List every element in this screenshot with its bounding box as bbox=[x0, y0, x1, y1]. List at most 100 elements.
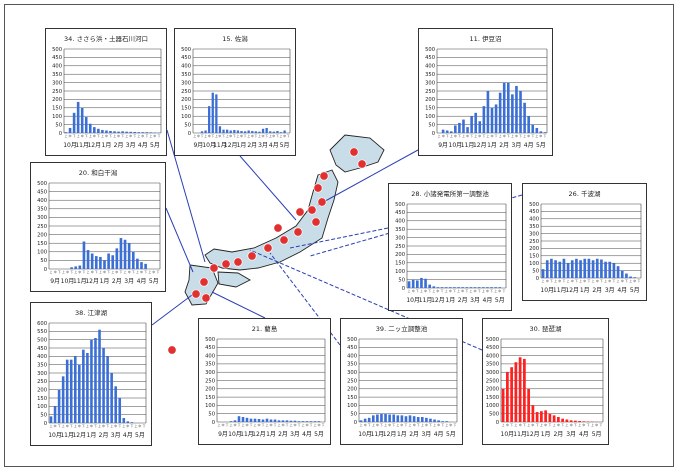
site-marker-18 bbox=[295, 207, 305, 217]
y-tick-label: 150 bbox=[529, 254, 539, 260]
bar bbox=[481, 287, 485, 288]
sub-tick-label: 中 bbox=[78, 270, 81, 274]
sub-tick-label: 上 bbox=[482, 289, 485, 293]
bar bbox=[625, 273, 628, 278]
sub-tick-label: 中 bbox=[154, 134, 157, 138]
sub-tick-label: 下 bbox=[531, 134, 534, 138]
sub-tick-label: 上 bbox=[87, 270, 90, 274]
y-tick-label: 0 bbox=[354, 420, 357, 426]
sub-tick-label: 中 bbox=[595, 423, 598, 427]
bar bbox=[94, 338, 97, 423]
sub-tick-label: 上 bbox=[134, 424, 137, 428]
sub-tick-label: 下 bbox=[587, 423, 590, 427]
chart-panel-30: 30. 琵琶湖 0 500 1000 1500 2000 2500 3000 3500 4000 4… bbox=[482, 318, 609, 445]
chart-panel-21: 21. 藺島 0 50 100 150 200 250 300 350 400 450 500 上中下上… bbox=[198, 318, 331, 445]
sub-tick-label: 上 bbox=[554, 279, 557, 283]
sub-tick-label: 上 bbox=[542, 279, 545, 283]
sub-tick-label: 下 bbox=[222, 134, 225, 138]
bar bbox=[114, 386, 117, 423]
sub-tick-label: 中 bbox=[78, 424, 81, 428]
y-tick-label: 500 bbox=[205, 337, 215, 343]
bar bbox=[424, 278, 427, 288]
bar bbox=[229, 421, 233, 422]
chart-panel-28: 28. 小諸発電所第一調整池 0 50 100 150 200 250 300 350 400 45… bbox=[388, 183, 512, 311]
sub-tick-label: 上 bbox=[540, 423, 543, 427]
sub-tick-label: 中 bbox=[240, 134, 243, 138]
bar bbox=[428, 284, 432, 288]
sub-tick-label: 上 bbox=[124, 270, 127, 274]
bar bbox=[457, 287, 460, 288]
bar bbox=[473, 287, 477, 288]
bar bbox=[243, 131, 247, 133]
sub-tick-label: 上 bbox=[99, 270, 102, 274]
y-tick-label: 400 bbox=[37, 354, 47, 360]
bar bbox=[558, 261, 562, 278]
bar bbox=[236, 130, 240, 133]
bar bbox=[561, 418, 564, 422]
sub-tick-label: 下 bbox=[70, 424, 73, 428]
x-tick-label: 5月 bbox=[592, 431, 602, 438]
bar bbox=[240, 130, 243, 133]
y-tick-label: 100 bbox=[37, 404, 47, 410]
y-tick-label: 150 bbox=[395, 261, 405, 267]
x-tick-label: 9月 bbox=[193, 142, 203, 149]
sub-tick-label: 下 bbox=[446, 134, 449, 138]
bar bbox=[78, 364, 81, 423]
leader-line-4 bbox=[165, 207, 194, 273]
x-tick-label: 4月 bbox=[579, 431, 589, 438]
bar bbox=[279, 132, 283, 133]
bar bbox=[84, 117, 88, 133]
bar bbox=[629, 276, 632, 278]
x-tick-label: 5月 bbox=[536, 142, 546, 149]
y-tick-label: 2500 bbox=[486, 378, 499, 384]
y-tick-label: 450 bbox=[395, 210, 405, 216]
sub-tick-label: 中 bbox=[503, 134, 506, 138]
bar bbox=[388, 414, 391, 422]
sub-tick-label: 下 bbox=[287, 134, 290, 138]
bar bbox=[474, 112, 478, 133]
sub-tick-label: 下 bbox=[201, 134, 204, 138]
sub-tick-label: 中 bbox=[102, 424, 105, 428]
bar bbox=[289, 420, 293, 422]
sub-tick-label: 下 bbox=[97, 134, 100, 138]
x-tick-label: 3月 bbox=[566, 431, 576, 438]
chart-38: 38. 江津湖 0 50 100 150 200 250 300 350 400 450 500 550… bbox=[37, 308, 147, 439]
x-tick-label: 12月 bbox=[526, 431, 540, 438]
bar bbox=[527, 116, 530, 133]
bar bbox=[65, 359, 69, 423]
bar bbox=[251, 130, 254, 133]
site-marker-12 bbox=[233, 257, 243, 267]
site-marker-14 bbox=[209, 263, 219, 273]
y-tick-label: 600 bbox=[37, 321, 47, 327]
y-tick-label: 350 bbox=[347, 362, 357, 368]
sub-tick-label: 上 bbox=[149, 134, 152, 138]
bar bbox=[145, 132, 149, 133]
bar bbox=[396, 415, 400, 422]
bar bbox=[149, 132, 153, 133]
bar bbox=[225, 129, 229, 133]
x-tick-label: 4月 bbox=[617, 287, 627, 294]
sub-tick-label: 上 bbox=[396, 423, 399, 427]
sub-tick-label: 上 bbox=[137, 134, 140, 138]
sub-tick-label: 下 bbox=[544, 134, 547, 138]
sub-tick-label: 上 bbox=[565, 423, 568, 427]
y-tick-label: 0 bbox=[402, 286, 405, 292]
y-tick-label: 250 bbox=[37, 224, 47, 230]
bar bbox=[153, 132, 157, 133]
sub-tick-label: 下 bbox=[286, 423, 289, 427]
bar bbox=[506, 372, 509, 422]
sub-tick-label: 中 bbox=[400, 423, 403, 427]
x-tick-label: 11月 bbox=[213, 142, 227, 149]
bar bbox=[249, 418, 253, 422]
x-tick-label: 4月 bbox=[138, 142, 148, 149]
bar bbox=[501, 388, 505, 422]
y-tick-label: 500 bbox=[181, 47, 191, 53]
bar bbox=[257, 419, 261, 422]
sub-tick-label: 中 bbox=[531, 423, 534, 427]
sub-tick-label: 上 bbox=[62, 270, 65, 274]
y-tick-label: 100 bbox=[205, 403, 215, 409]
sub-tick-label: 下 bbox=[244, 134, 247, 138]
sub-tick-label: 上 bbox=[226, 134, 229, 138]
sub-tick-label: 下 bbox=[254, 134, 257, 138]
bar bbox=[616, 266, 620, 278]
